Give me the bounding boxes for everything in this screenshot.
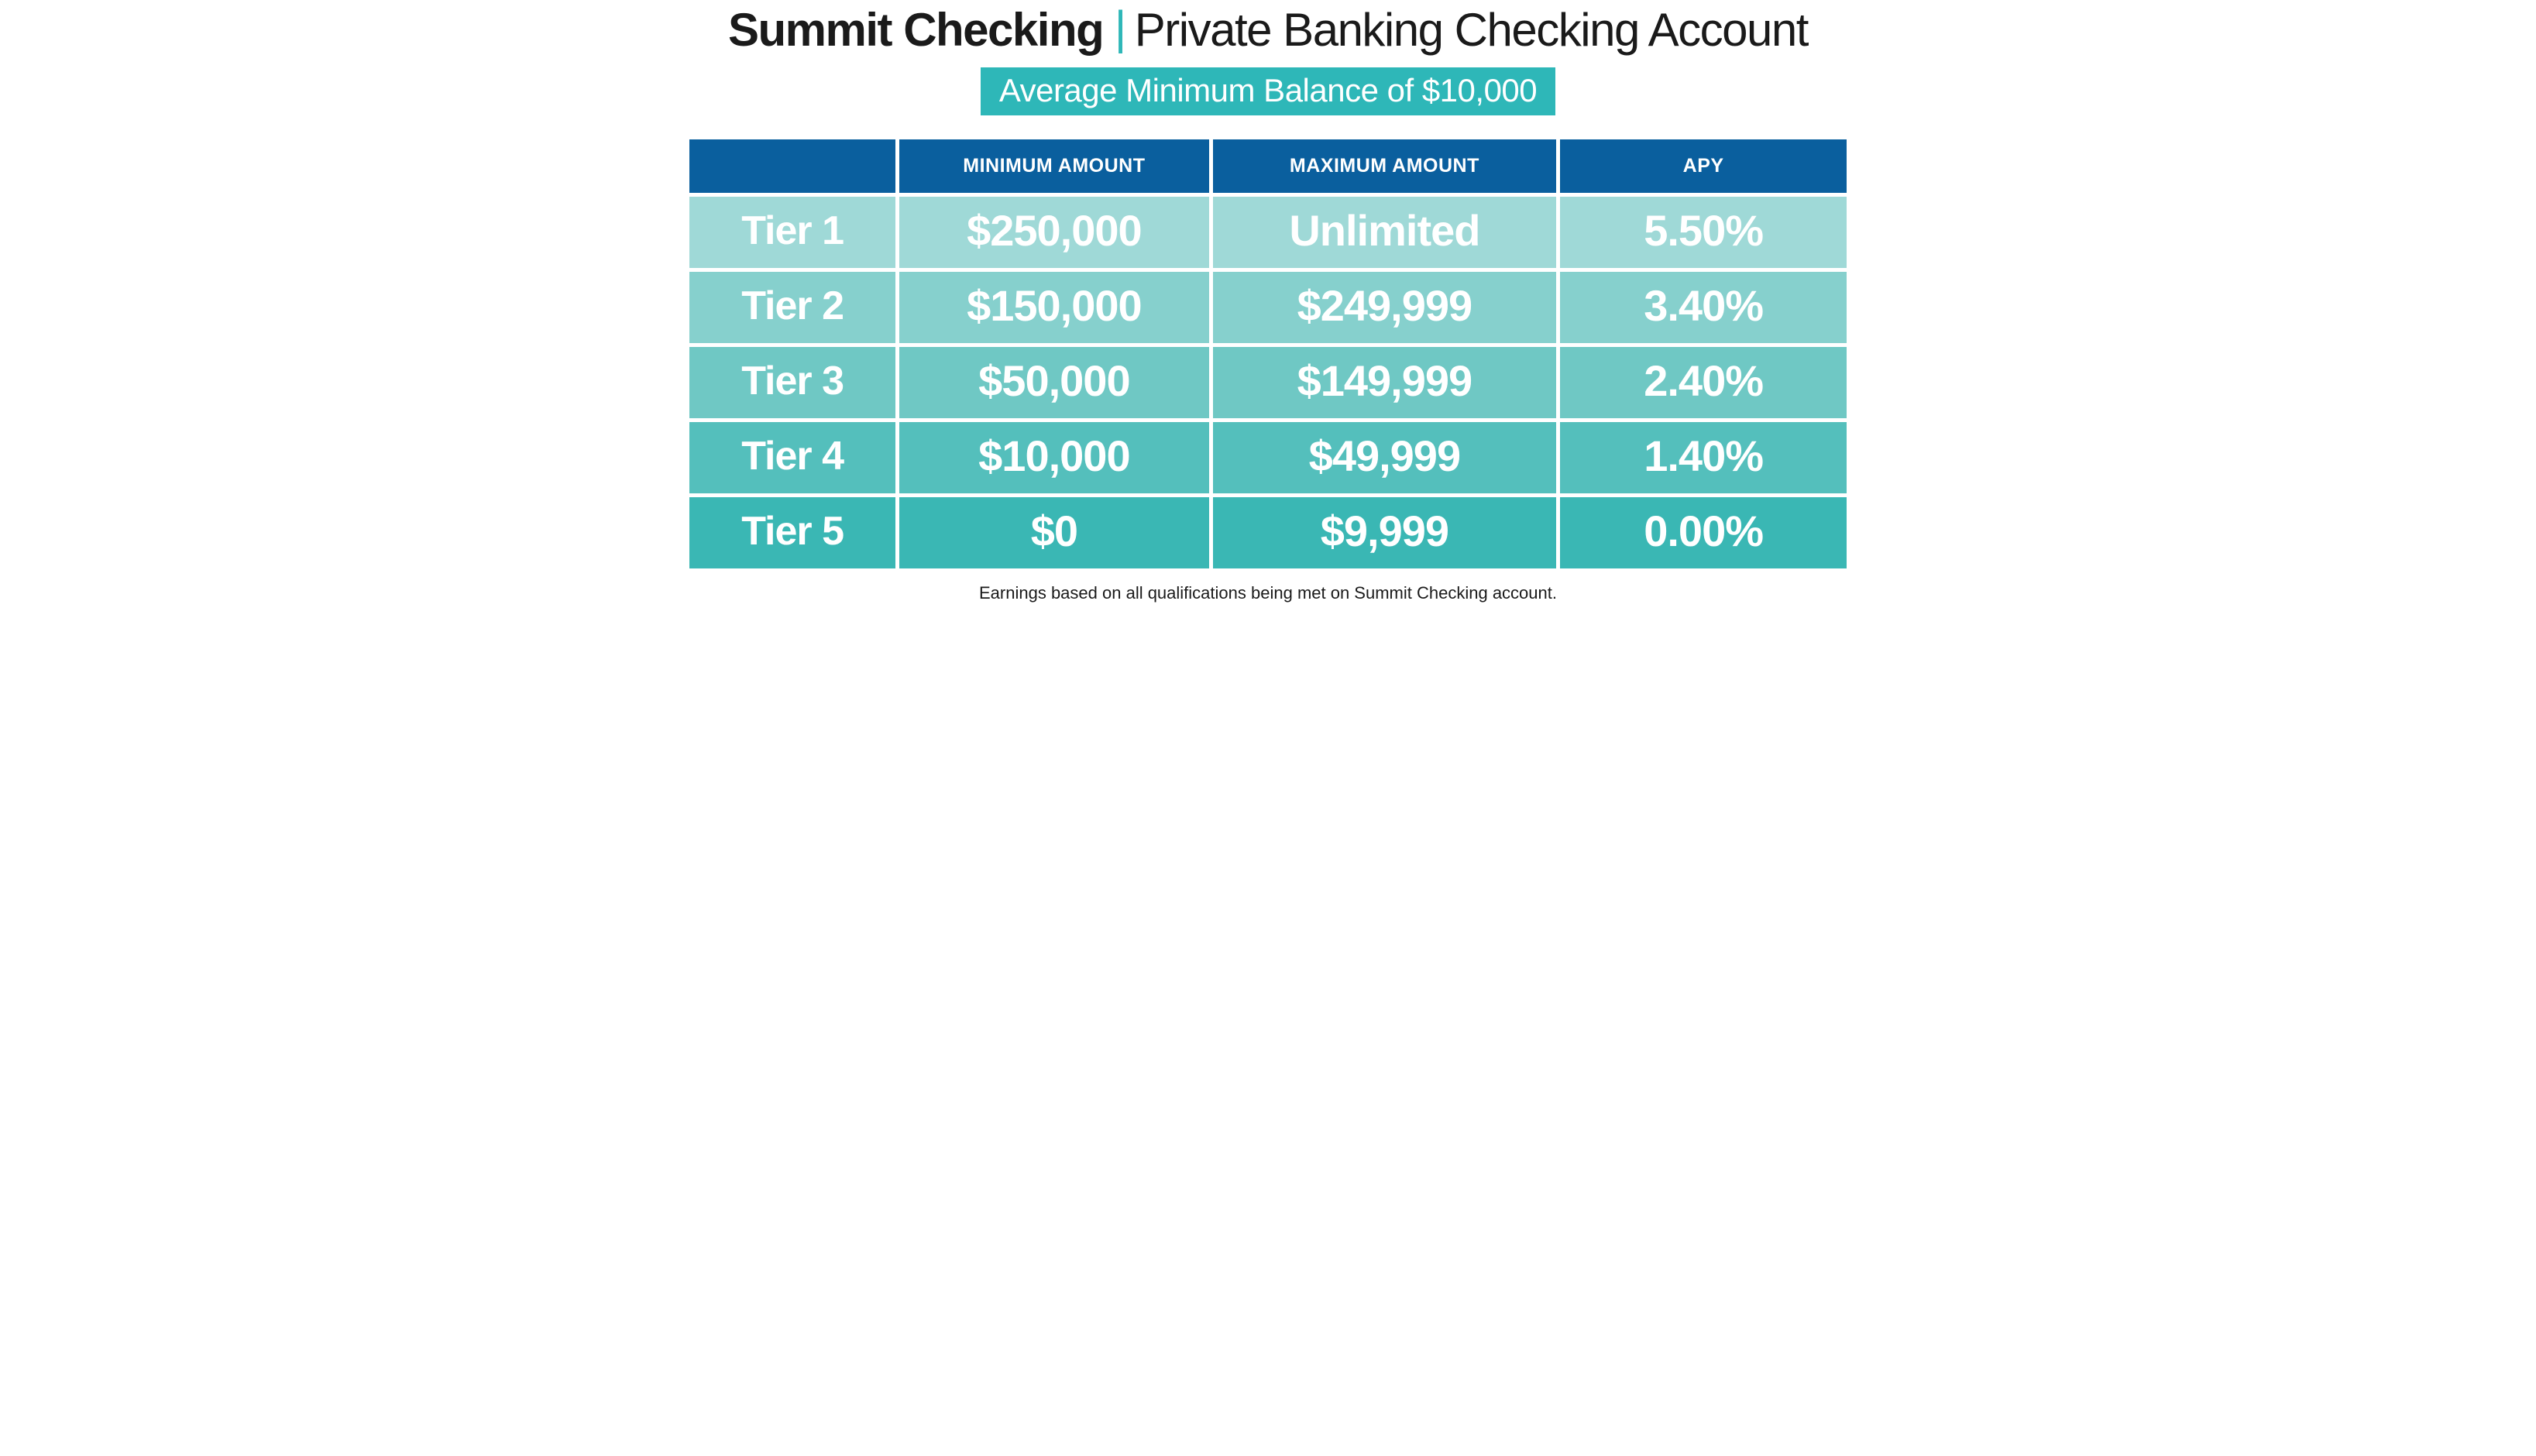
tier-max: $9,999: [1213, 497, 1557, 568]
rate-sheet: Summit Checking | Private Banking Checki…: [676, 0, 1860, 619]
tier-label: Tier 3: [689, 347, 895, 418]
tier-apy: 0.00%: [1560, 497, 1847, 568]
col-header-apy: APY: [1560, 139, 1847, 193]
tier-apy: 3.40%: [1560, 272, 1847, 343]
tier-label: Tier 1: [689, 197, 895, 268]
table-row: Tier 5 $0 $9,999 0.00%: [689, 497, 1847, 568]
tier-max: $49,999: [1213, 422, 1557, 493]
table-header-row: MINIMUM AMOUNT MAXIMUM AMOUNT APY: [689, 139, 1847, 193]
tier-apy: 1.40%: [1560, 422, 1847, 493]
table-row: Tier 3 $50,000 $149,999 2.40%: [689, 347, 1847, 418]
col-header-min: MINIMUM AMOUNT: [899, 139, 1208, 193]
tier-min: $250,000: [899, 197, 1208, 268]
title-product: Summit Checking: [728, 4, 1103, 56]
tier-min: $0: [899, 497, 1208, 568]
tier-max: Unlimited: [1213, 197, 1557, 268]
tier-apy: 2.40%: [1560, 347, 1847, 418]
tier-max: $149,999: [1213, 347, 1557, 418]
title-subtitle: Private Banking Checking Account: [1135, 4, 1808, 56]
title-separator: |: [1115, 2, 1127, 53]
tier-max: $249,999: [1213, 272, 1557, 343]
footnote: Earnings based on all qualifications bei…: [686, 583, 1850, 603]
tier-min: $150,000: [899, 272, 1208, 343]
tier-table: MINIMUM AMOUNT MAXIMUM AMOUNT APY Tier 1…: [686, 136, 1850, 572]
tier-apy: 5.50%: [1560, 197, 1847, 268]
tier-min: $50,000: [899, 347, 1208, 418]
tier-label: Tier 2: [689, 272, 895, 343]
col-header-max: MAXIMUM AMOUNT: [1213, 139, 1557, 193]
table-row: Tier 2 $150,000 $249,999 3.40%: [689, 272, 1847, 343]
min-balance-banner: Average Minimum Balance of $10,000: [981, 67, 1555, 115]
table-row: Tier 1 $250,000 Unlimited 5.50%: [689, 197, 1847, 268]
tier-label: Tier 5: [689, 497, 895, 568]
table-row: Tier 4 $10,000 $49,999 1.40%: [689, 422, 1847, 493]
page-title: Summit Checking | Private Banking Checki…: [686, 3, 1850, 57]
tier-min: $10,000: [899, 422, 1208, 493]
col-header-tier: [689, 139, 895, 193]
tier-label: Tier 4: [689, 422, 895, 493]
